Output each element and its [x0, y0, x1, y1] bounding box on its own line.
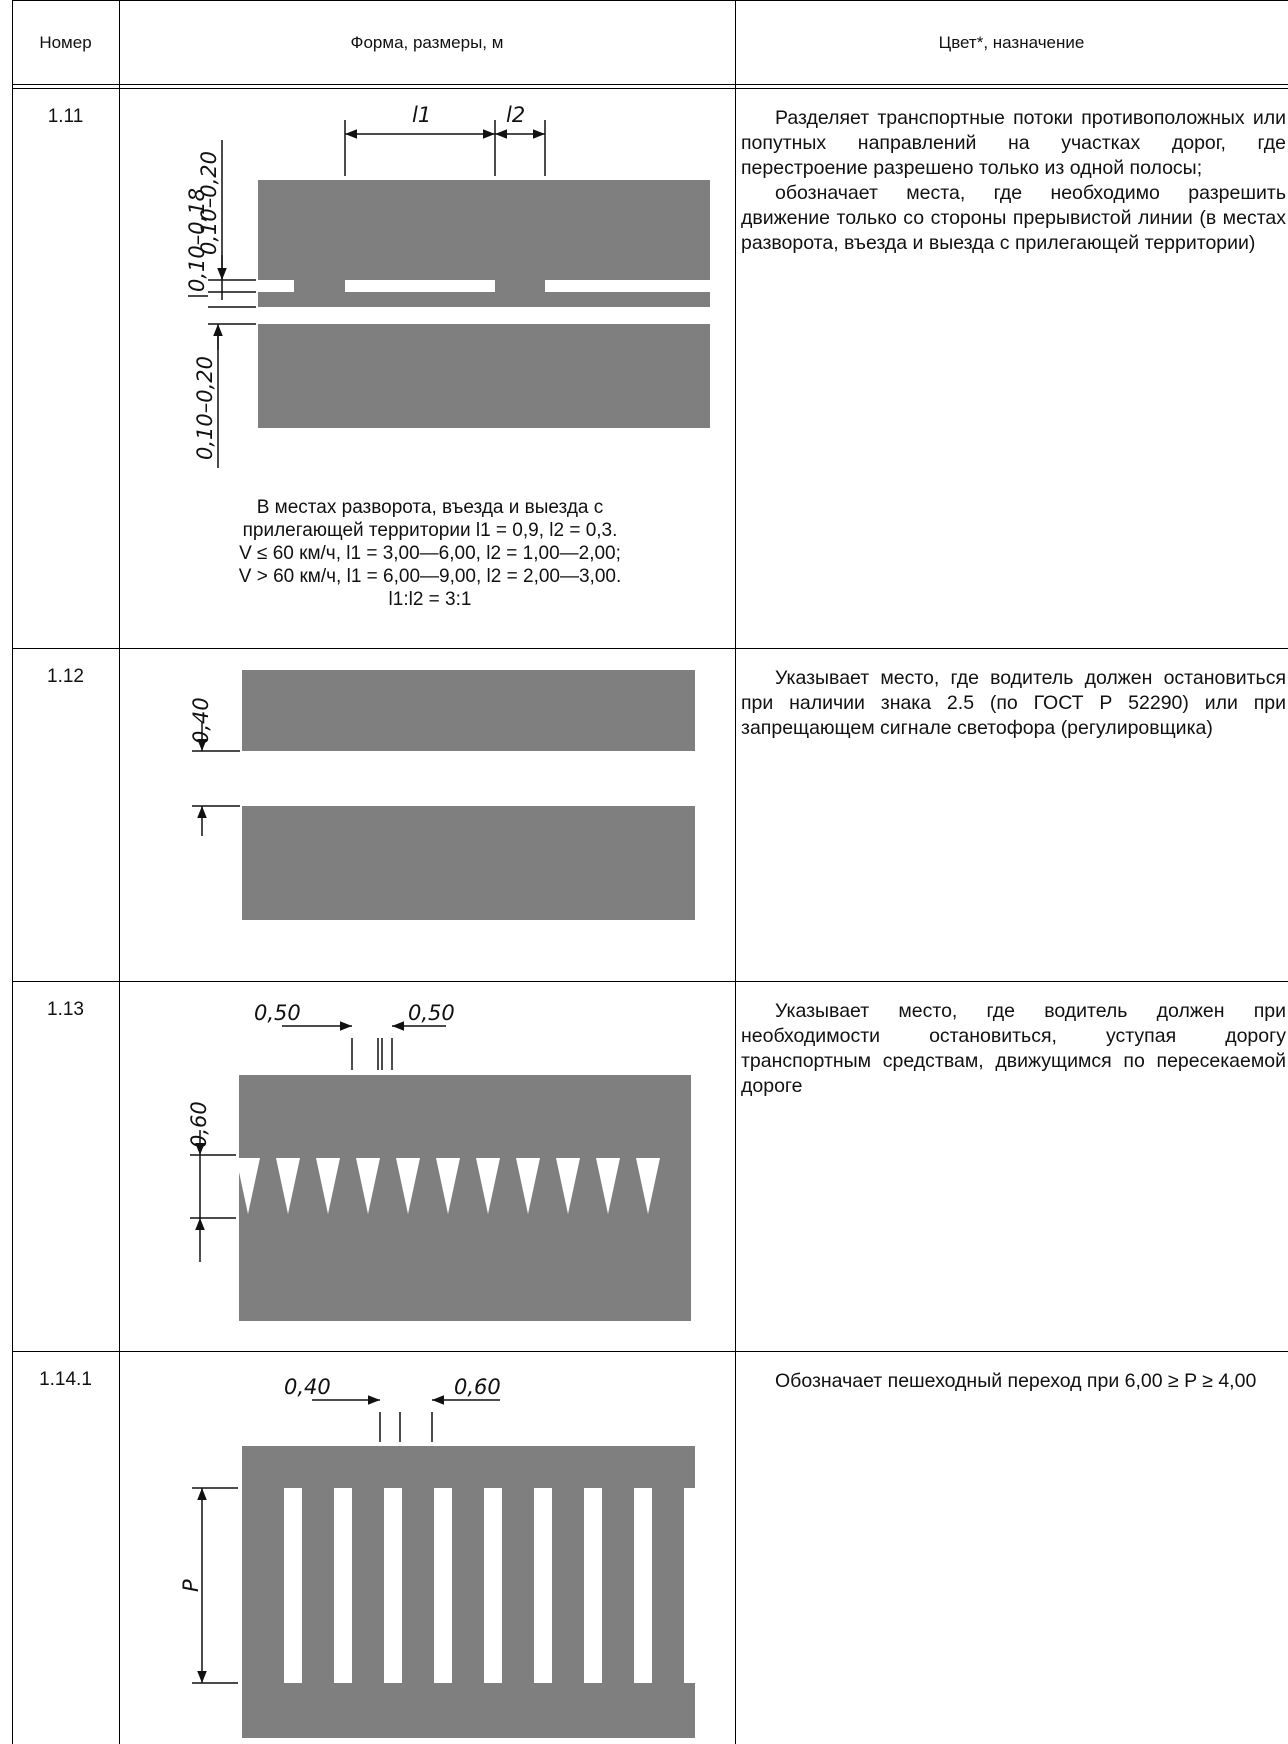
marking-1-11-diagram: l1 l2 0,10–0,18 0,10–0,20 0,10–0,20 [185, 103, 710, 468]
row-number: 1.12 [47, 666, 84, 687]
zebra-stripe [634, 1488, 652, 1683]
description-paragraph: Обозначает пешеходный переход при 6,00 ≥… [775, 1370, 1257, 1392]
row-divider [12, 648, 1288, 649]
yield-triangle [316, 1158, 340, 1214]
dimension-label: 0,40 [284, 1375, 331, 1399]
zebra-stripe [334, 1488, 352, 1683]
yield-triangle [276, 1158, 300, 1214]
asphalt-band [242, 670, 695, 751]
column-divider-1 [119, 0, 120, 1744]
description-paragraph: Разделяет транспортные потоки противопол… [741, 107, 1286, 179]
yield-triangle [356, 1158, 380, 1214]
caption-line: l1:l2 = 3:1 [388, 589, 472, 610]
dimension-p: P [179, 1579, 203, 1592]
table-border-top [12, 0, 1288, 1]
header-divider [12, 84, 1288, 85]
header-divider [12, 88, 1288, 89]
row-divider [12, 1351, 1288, 1352]
caption-line: прилегающей территории l1 = 0,9, l2 = 0,… [242, 520, 618, 541]
yield-triangle [636, 1158, 660, 1214]
row-number: 1.14.1 [39, 1369, 92, 1390]
caption-line: V ≤ 60 км/ч, l1 = 3,00—6,00, l2 = 1,00—2… [239, 543, 621, 564]
dimension-l2: l2 [506, 103, 525, 127]
zebra-stripe [584, 1488, 602, 1683]
yield-triangle [596, 1158, 620, 1214]
dashed-line-segment [545, 280, 710, 292]
row-divider [12, 981, 1288, 982]
asphalt-band [242, 1446, 695, 1738]
dimension-label: 0,10–0,20 [197, 151, 221, 255]
solid-line [258, 307, 710, 324]
zebra-stripe [534, 1488, 552, 1683]
row-number: 1.13 [47, 999, 84, 1020]
dimension-label: 0,10–0,20 [193, 356, 217, 460]
row-description: Указывает место, где водитель должен ост… [741, 666, 1286, 741]
zebra-stripe [284, 1488, 302, 1683]
header-number: Номер [39, 33, 92, 52]
caption-line: В местах разворота, въезда и выезда с [256, 497, 604, 518]
description-paragraph: Указывает место, где водитель должен при… [741, 1000, 1286, 1097]
marking-1-13-diagram: 0,50 0,50 0,60 [187, 1001, 691, 1321]
zebra-stripe [434, 1488, 452, 1683]
yield-triangle [396, 1158, 420, 1214]
dimension-label: 0,40 [189, 697, 213, 744]
yield-triangle [516, 1158, 540, 1214]
row-number: 1.11 [47, 106, 84, 127]
asphalt-band [258, 180, 710, 278]
yield-triangle [476, 1158, 500, 1214]
zebra-stripes [284, 1488, 702, 1683]
asphalt-band [242, 806, 695, 920]
dimension-label: 0,50 [408, 1001, 455, 1025]
table-border-left [12, 0, 13, 1744]
description-paragraph: обозначает места, где необходимо разреши… [741, 182, 1286, 254]
column-divider-2 [735, 0, 736, 1744]
dimension-label: 0,50 [254, 1001, 301, 1025]
row-description: Обозначает пешеходный переход при 6,00 ≥… [741, 1369, 1286, 1394]
dimension-l1: l1 [412, 103, 431, 127]
dashed-line-segment [258, 280, 294, 292]
marking-1-12-diagram: 0,40 [189, 670, 695, 920]
asphalt-band [258, 293, 710, 307]
zebra-stripe [384, 1488, 402, 1683]
dimension-label: 0,10–0,18 [185, 188, 209, 292]
asphalt-band [258, 324, 710, 428]
header-purpose: Цвет*, назначение [938, 33, 1085, 52]
dimension-label: 0,60 [454, 1375, 501, 1399]
description-paragraph: Указывает место, где водитель должен ост… [741, 667, 1286, 739]
row-description: Разделяет транспортные потоки противопол… [741, 106, 1286, 256]
marking-1-14-1-diagram: 0,40 0,60 P [179, 1375, 702, 1738]
yield-triangle [236, 1158, 260, 1214]
dimension-label: 0,60 [187, 1101, 211, 1148]
row-description: Указывает место, где водитель должен при… [741, 999, 1286, 1099]
yield-triangles [236, 1158, 660, 1214]
dashed-line-segment [345, 280, 495, 292]
asphalt-band [239, 1075, 691, 1321]
zebra-stripe [484, 1488, 502, 1683]
header-shape: Форма, размеры, м [350, 33, 504, 52]
marking-1-11-caption: В местах разворота, въезда и выезда с пр… [125, 496, 735, 611]
zebra-stripe [684, 1488, 702, 1683]
yield-triangle [556, 1158, 580, 1214]
caption-line: V > 60 км/ч, l1 = 6,00—9,00, l2 = 2,00—3… [238, 566, 622, 587]
yield-triangle [436, 1158, 460, 1214]
